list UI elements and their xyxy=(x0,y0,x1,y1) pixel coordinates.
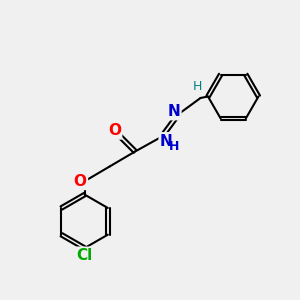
Text: H: H xyxy=(169,140,180,153)
Text: N: N xyxy=(167,104,180,119)
Text: O: O xyxy=(108,123,121,138)
Text: H: H xyxy=(193,80,202,93)
Text: Cl: Cl xyxy=(76,248,93,263)
Text: N: N xyxy=(160,134,173,148)
Text: O: O xyxy=(74,174,87,189)
